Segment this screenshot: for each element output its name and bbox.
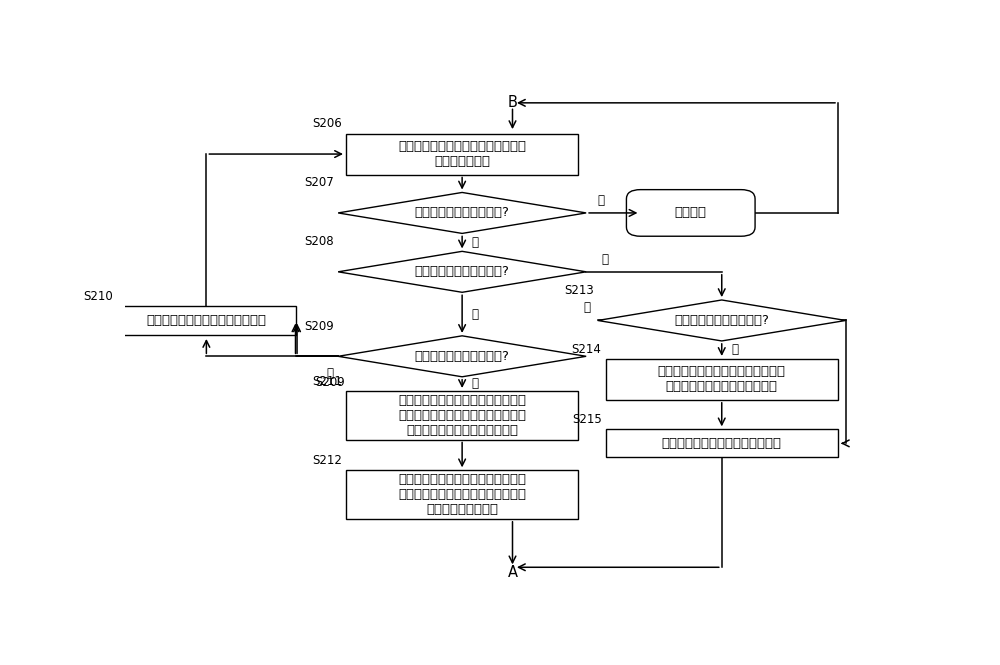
Text: 是: 是 [327,366,334,380]
Polygon shape [338,192,586,233]
Text: 是: 是 [598,194,605,207]
Text: 后向相邻设备为始端设备?: 后向相邻设备为始端设备? [415,206,510,219]
FancyBboxPatch shape [346,470,578,519]
Text: B: B [508,95,517,110]
Polygon shape [338,251,586,293]
FancyBboxPatch shape [346,134,578,174]
Text: 否: 否 [602,253,609,266]
Text: 搜索结束: 搜索结束 [675,206,707,219]
Text: 后向相邻设备为对向道岔?: 后向相邻设备为对向道岔? [415,265,510,279]
Text: 是: 是 [471,308,478,321]
Text: S213: S213 [564,284,594,297]
Text: S208: S208 [305,235,334,248]
FancyBboxPatch shape [626,190,755,236]
Text: S206: S206 [312,118,342,130]
Text: S211: S211 [312,375,342,388]
Text: S207: S207 [304,176,334,190]
FancyBboxPatch shape [606,430,838,458]
Text: 否: 否 [471,236,478,249]
Text: S212: S212 [312,454,342,467]
Text: 是: 是 [731,343,738,356]
Polygon shape [338,336,586,377]
Text: 后向相邻设备有第二标记?: 后向相邻设备有第二标记? [415,350,510,363]
FancyBboxPatch shape [606,359,838,400]
Polygon shape [598,300,846,341]
FancyBboxPatch shape [117,307,296,334]
Text: S214: S214 [572,342,602,356]
Text: 对后向相邻设备作第二标记，将后向
相邻设备与始端设备之间搜索到的所
有设备均标记为当前进路的设备: 对后向相邻设备作第二标记，将后向 相邻设备与始端设备之间搜索到的所 有设备均标记… [398,394,526,437]
Text: S209: S209 [304,320,334,332]
Text: 确定所述进路方向上、所述当前设备
的后向相邻设备: 确定所述进路方向上、所述当前设备 的后向相邻设备 [398,140,526,168]
Text: 将所述后向相邻设备的侧股进路作为
当前进路，将所述后向相邻设备的侧
股设备作为当前设备: 将所述后向相邻设备的侧股进路作为 当前进路，将所述后向相邻设备的侧 股设备作为当… [398,473,526,516]
Text: S209: S209 [316,376,345,389]
Text: 后向相邻设备为顺向道岔?: 后向相邻设备为顺向道岔? [674,314,769,327]
FancyBboxPatch shape [346,391,578,440]
Text: 否: 否 [471,377,478,390]
Text: A: A [508,565,518,580]
Text: 将所述顺向道岔的岔后设备中具有所
述第一标记的设备作为当前设备: 将所述顺向道岔的岔后设备中具有所 述第一标记的设备作为当前设备 [658,365,786,394]
Text: S210: S210 [84,291,113,303]
Text: 将所述后向相邻设备作为当前设备: 将所述后向相邻设备作为当前设备 [662,437,782,450]
Text: 将所述后向相邻设备作为当前设备: 将所述后向相邻设备作为当前设备 [146,314,266,327]
Text: S215: S215 [572,413,602,426]
Text: 否: 否 [583,301,590,315]
